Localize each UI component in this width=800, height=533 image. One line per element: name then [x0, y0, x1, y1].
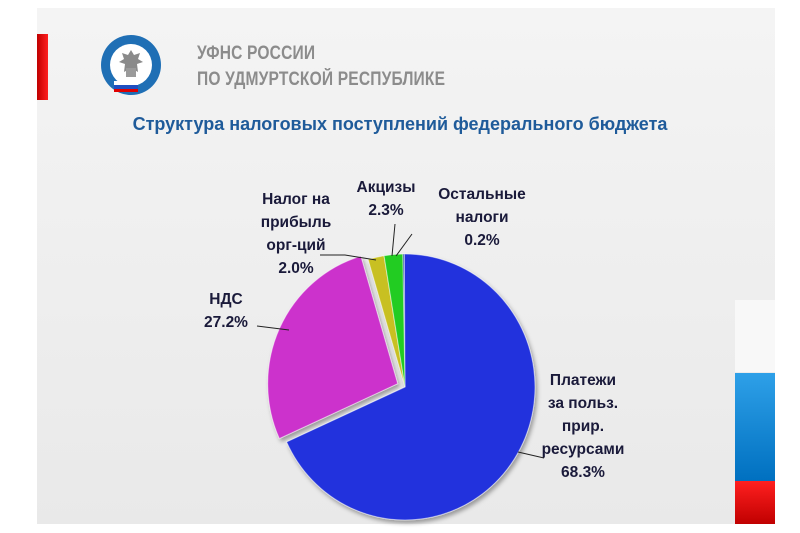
slice-other-taxes-value-label: 0.2% — [464, 232, 500, 249]
slice-natural-resources-category-label: ресурсами — [542, 441, 625, 458]
chart-title: Структура налоговых поступлений федераль… — [132, 114, 668, 134]
slice-profit-tax-category-label: Налог на — [262, 191, 330, 208]
right-strip-blue — [735, 373, 775, 481]
slice-other-taxes-category-label: Остальные — [438, 186, 526, 203]
slice-profit-tax-value-label: 2.0% — [278, 260, 314, 277]
red-accent-bar — [37, 34, 48, 100]
slice-natural-resources — [285, 253, 536, 521]
slice-profit-tax-leader-line — [320, 254, 377, 261]
slice-excise-category-label: Акцизы — [357, 179, 416, 196]
slice-natural-resources-category-label: прир. — [562, 418, 604, 435]
slice-other-taxes-category-label: налоги — [455, 209, 508, 226]
slice-natural-resources-category-label: за польз. — [548, 395, 618, 412]
slice-natural-resources-leader-line — [517, 451, 545, 459]
slice-excise-value-label: 2.3% — [368, 202, 404, 219]
slice-natural-resources-category-label: Платежи — [550, 372, 616, 389]
slice-excise — [383, 253, 406, 388]
slice-excise-leader-line — [391, 223, 396, 257]
slice-profit-tax-category-label: орг-ций — [266, 237, 325, 254]
tax-service-emblem-icon — [101, 35, 161, 95]
slice-vat-category-label: НДС — [209, 291, 242, 308]
org-name-line2: ПО УДМУРТСКОЙ РЕСПУБЛИКЕ — [197, 69, 446, 90]
slice-profit-tax-category-label: прибыль — [261, 214, 332, 231]
slice-other-taxes-leader-line — [395, 233, 413, 257]
slice-vat-leader-line — [256, 325, 290, 331]
org-name-line1: УФНС РОССИИ — [197, 43, 316, 64]
right-strip-red — [735, 481, 775, 524]
slice-natural-resources-value-label: 68.3% — [561, 464, 605, 481]
slice-vat-value-label: 27.2% — [204, 314, 248, 331]
right-strip-white — [735, 300, 775, 372]
